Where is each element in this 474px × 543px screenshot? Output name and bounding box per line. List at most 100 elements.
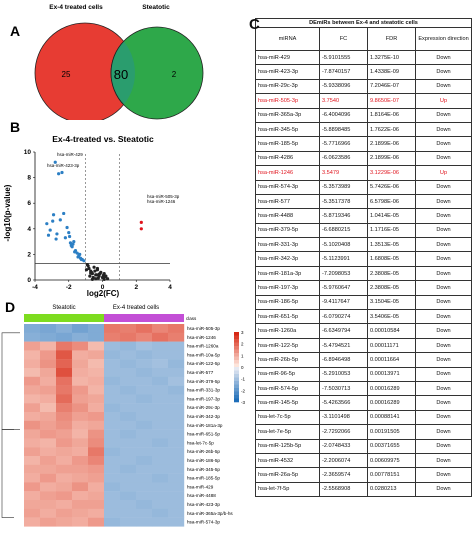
cell-fc: -5.4794521 [319, 337, 368, 354]
heatmap-cell [104, 429, 121, 439]
heatmap-cell [56, 464, 73, 474]
volcano-point [65, 225, 69, 230]
heatmap-cell [152, 324, 169, 333]
heatmap-cell [72, 464, 89, 474]
cell-fdr: 1.1716E-05 [367, 222, 416, 239]
cell-direction: Down [415, 49, 472, 66]
heatmap-cell [88, 359, 105, 369]
heatmap-cell [104, 350, 121, 360]
panel-c-table: C DEmiRs between Ex-4 and steatotic cell… [249, 16, 472, 498]
heatmap-row-label: hsa-miR-365a-3p/b-hs [187, 511, 233, 516]
heatmap-cell [152, 412, 169, 421]
heatmap-cell [104, 473, 121, 483]
heatmap-cell [152, 403, 169, 413]
table-row: hsa-miR-125b-5p -2.0748433 0.00371655 Down [255, 438, 472, 454]
volcano-annot-mir429: hsa-miR-429 [57, 152, 83, 157]
venn-right-count: 2 [172, 70, 177, 79]
heatmap-cell [152, 429, 169, 439]
col-header-fdr: FDR [367, 27, 416, 51]
heatmap-cell [56, 403, 73, 413]
heatmap-cell [56, 385, 73, 395]
heatmap-cell [40, 482, 57, 492]
volcano-point [57, 172, 61, 176]
heatmap-cell [88, 368, 105, 377]
heatmap-cell [72, 508, 89, 518]
heatmap-cell [136, 500, 153, 509]
heatmap-cell [72, 473, 89, 483]
demirs-table: DEmiRs between Ex-4 and steatotic cells … [255, 18, 472, 498]
venn-left-count: 25 [62, 70, 71, 79]
heatmap-cell [120, 508, 137, 518]
table-row: hsa-miR-379-5p -6.6880215 1.1716E-05 Down [255, 222, 472, 239]
volcano-annot-mir505: hsa-miR-505-3p [147, 194, 180, 199]
heatmap-cell [120, 350, 137, 360]
heatmap-cell [88, 412, 105, 421]
cell-fc: 3.5479 [319, 165, 368, 181]
volcano-point [94, 277, 98, 281]
heatmap-cell [168, 429, 185, 439]
cell-direction: Down [415, 78, 472, 95]
heatmap-cell [152, 376, 169, 386]
volcano-x-tick-label: 2 [134, 284, 138, 291]
heatmap: D Steatotic Ex-4 treated cells class hsa… [1, 299, 245, 527]
heatmap-cell [168, 359, 185, 369]
volcano-point [48, 228, 52, 232]
cell-mirna: hsa-miR-342-3p [255, 251, 320, 267]
class-bar-cell [152, 314, 168, 322]
cell-direction: Down [415, 136, 472, 152]
colorbar-step [234, 332, 239, 336]
volcano-x-tick-label: 0 [101, 284, 105, 291]
heatmap-cell [88, 517, 105, 527]
heatmap-cell [56, 508, 73, 518]
cell-mirna: hsa-miR-505-3p [255, 93, 320, 109]
cell-fdr: 0.00011171 [367, 337, 416, 354]
heatmap-cell [104, 500, 121, 509]
cell-fc: -5.8719346 [319, 208, 368, 224]
heatmap-cell [24, 420, 41, 430]
volcano-title: Ex-4-treated vs. Steatotic [52, 134, 154, 144]
cell-mirna: hsa-miR-423-3p [255, 64, 320, 80]
venn-diagram: A Ex-4 treated cells Steatotic 25 80 2 [10, 4, 204, 124]
heatmap-row-label: hsa-let-7c-5p [187, 440, 214, 445]
table-row: hsa-miR-197-3p -5.9760647 2.3808E-05 Down [255, 280, 472, 296]
volcano-x-tick-label: 4 [168, 284, 172, 291]
volcano-point [92, 265, 96, 269]
heatmap-cell [72, 359, 89, 369]
heatmap-row-label: hsa-miR-185-5p [187, 476, 220, 481]
heatmap-cell [88, 473, 105, 483]
cell-mirna: hsa-miR-4488 [255, 208, 320, 224]
heatmap-cell [136, 517, 153, 527]
cell-fdr: 6.5798E-06 [367, 193, 416, 210]
heatmap-cell [56, 420, 73, 430]
cell-fdr: 0.00371655 [367, 438, 416, 454]
colorbar-step [234, 374, 239, 378]
group1-label: Steatotic [52, 305, 75, 311]
cell-fc: -5.9101555 [319, 49, 368, 66]
colorbar-step [234, 388, 239, 392]
heatmap-cell [72, 376, 89, 386]
heatmap-cell [88, 438, 105, 448]
cell-direction: Down [415, 107, 472, 123]
heatmap-cell [88, 403, 105, 413]
volcano-y-tick-label: 8 [27, 175, 31, 182]
heatmap-cell [72, 491, 89, 501]
cell-fdr: 0.00010584 [367, 323, 416, 339]
heatmap-cell [168, 350, 185, 360]
heatmap-cell [72, 394, 89, 404]
cell-fc: -6.0623586 [319, 150, 368, 167]
cell-fdr: 7.2046E-07 [367, 78, 416, 95]
cell-fc: -6.4004096 [319, 107, 368, 123]
volcano-point [96, 276, 100, 280]
heatmap-cell [120, 403, 137, 413]
heatmap-cell [152, 447, 169, 457]
colorbar-tick-label: 2 [241, 342, 244, 347]
cell-mirna: hsa-miR-185-5p [255, 136, 320, 152]
colorbar-tick-label: 0 [241, 365, 244, 370]
col-header-mirna: miRNA [255, 27, 320, 51]
volcano-point [55, 232, 59, 236]
heatmap-cell [24, 438, 41, 448]
heatmap-cell [40, 403, 57, 413]
volcano-point [63, 236, 67, 240]
volcano-y-tick-label: 6 [27, 200, 31, 207]
heatmap-cell [136, 508, 153, 518]
